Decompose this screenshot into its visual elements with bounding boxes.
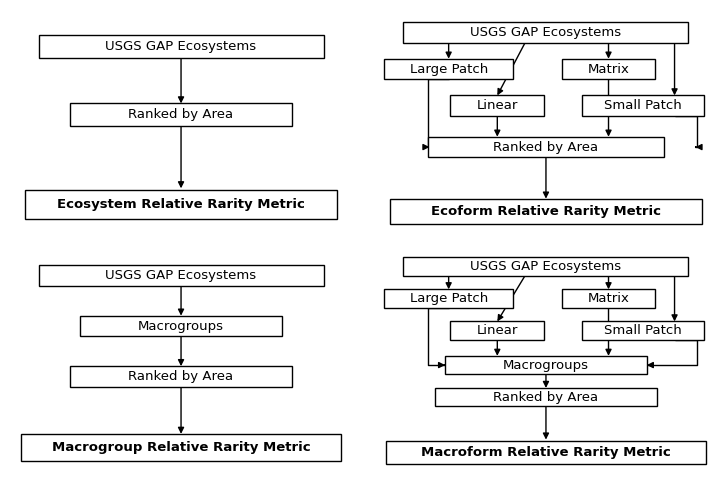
FancyBboxPatch shape bbox=[582, 96, 704, 116]
Text: USGS GAP Ecosystems: USGS GAP Ecosystems bbox=[470, 260, 622, 273]
Text: Matrix: Matrix bbox=[587, 62, 630, 75]
FancyBboxPatch shape bbox=[561, 289, 656, 308]
FancyBboxPatch shape bbox=[445, 356, 647, 374]
FancyBboxPatch shape bbox=[386, 441, 706, 464]
FancyBboxPatch shape bbox=[427, 137, 664, 157]
FancyBboxPatch shape bbox=[561, 59, 656, 79]
Text: Ranked by Area: Ranked by Area bbox=[494, 141, 598, 154]
Text: Large Patch: Large Patch bbox=[409, 62, 488, 75]
Text: Matrix: Matrix bbox=[587, 292, 630, 305]
Text: USGS GAP Ecosystems: USGS GAP Ecosystems bbox=[105, 40, 257, 53]
Text: Ecosystem Relative Rarity Metric: Ecosystem Relative Rarity Metric bbox=[57, 198, 305, 211]
Text: Small Patch: Small Patch bbox=[604, 99, 682, 112]
FancyBboxPatch shape bbox=[451, 322, 545, 340]
Text: Ranked by Area: Ranked by Area bbox=[494, 391, 598, 404]
Text: USGS GAP Ecosystems: USGS GAP Ecosystems bbox=[470, 26, 622, 39]
Text: Ranked by Area: Ranked by Area bbox=[129, 108, 233, 121]
Text: Macroform Relative Rarity Metric: Macroform Relative Rarity Metric bbox=[421, 446, 671, 459]
Text: Large Patch: Large Patch bbox=[409, 292, 488, 305]
Text: Ecoform Relative Rarity Metric: Ecoform Relative Rarity Metric bbox=[431, 205, 661, 218]
FancyBboxPatch shape bbox=[390, 199, 702, 224]
FancyBboxPatch shape bbox=[80, 316, 282, 336]
Text: Macrogroup Relative Rarity Metric: Macrogroup Relative Rarity Metric bbox=[52, 441, 310, 454]
FancyBboxPatch shape bbox=[385, 59, 513, 79]
FancyBboxPatch shape bbox=[25, 190, 337, 219]
Text: USGS GAP Ecosystems: USGS GAP Ecosystems bbox=[105, 269, 257, 282]
FancyBboxPatch shape bbox=[70, 104, 292, 126]
FancyBboxPatch shape bbox=[385, 289, 513, 308]
Text: Ranked by Area: Ranked by Area bbox=[129, 370, 233, 383]
FancyBboxPatch shape bbox=[403, 22, 688, 43]
FancyBboxPatch shape bbox=[39, 35, 324, 58]
Text: Macrogroups: Macrogroups bbox=[138, 320, 224, 333]
FancyBboxPatch shape bbox=[435, 388, 657, 407]
Text: Small Patch: Small Patch bbox=[604, 324, 682, 337]
FancyBboxPatch shape bbox=[39, 265, 324, 286]
Text: Linear: Linear bbox=[477, 99, 518, 112]
Text: Linear: Linear bbox=[477, 324, 518, 337]
Text: Macrogroups: Macrogroups bbox=[503, 359, 589, 372]
FancyBboxPatch shape bbox=[582, 322, 704, 340]
FancyBboxPatch shape bbox=[70, 366, 292, 387]
FancyBboxPatch shape bbox=[403, 257, 688, 276]
FancyBboxPatch shape bbox=[21, 434, 341, 461]
FancyBboxPatch shape bbox=[451, 96, 545, 116]
